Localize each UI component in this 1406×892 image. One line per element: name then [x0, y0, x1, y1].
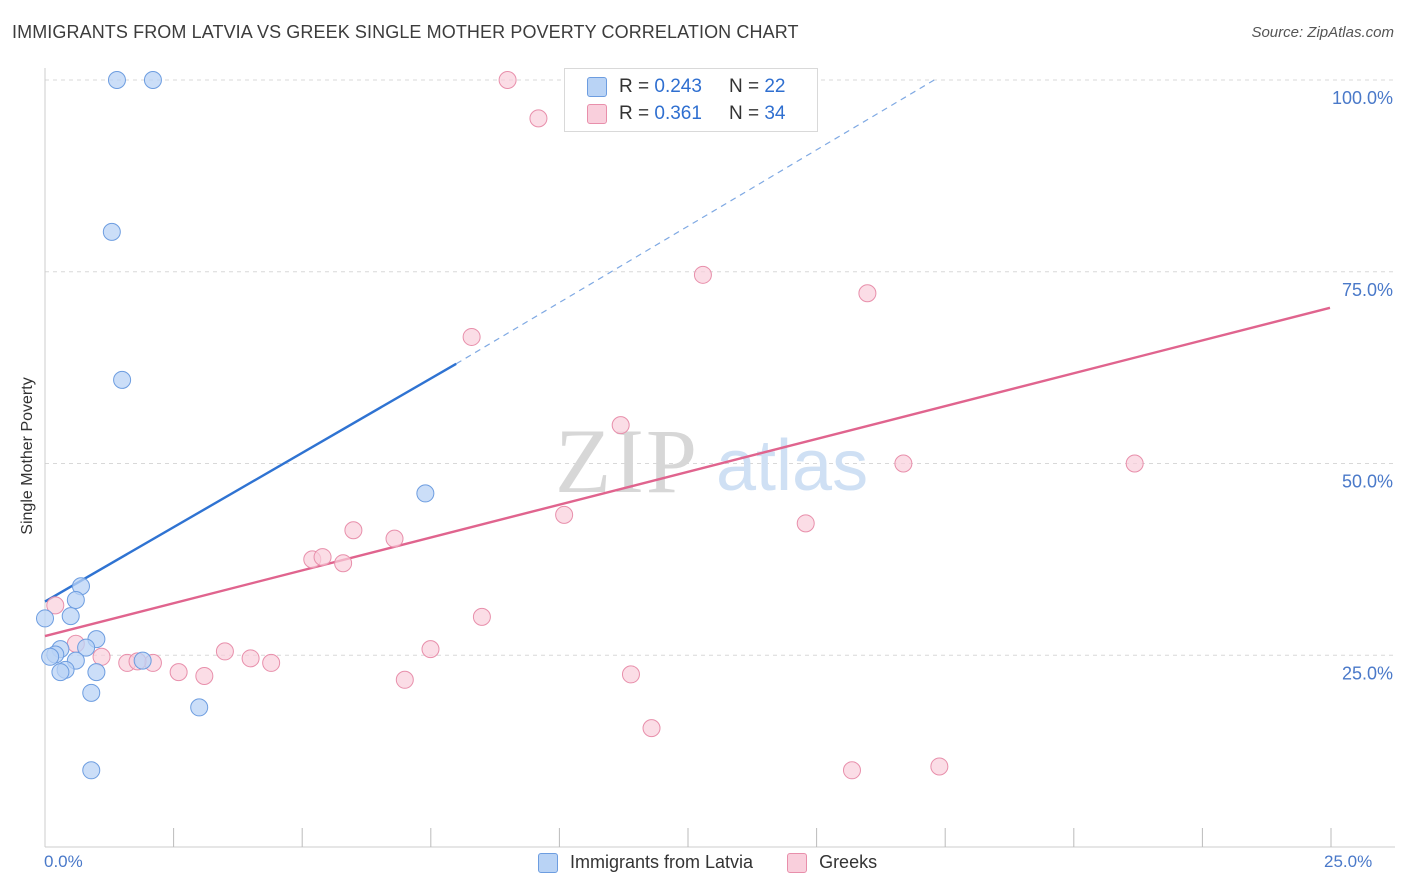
grid-lines [45, 79, 1395, 656]
series-legend-label: Greeks [819, 852, 878, 872]
x-tick-label-min: 0.0% [44, 852, 83, 871]
latvia-point [133, 651, 152, 670]
latvia-point [82, 761, 101, 780]
series-legend-latvia: Immigrants from Latvia [538, 852, 753, 873]
greeks-point [555, 505, 574, 524]
legend-swatch-pink [587, 104, 607, 124]
greeks-point [611, 416, 630, 435]
latvia-point [113, 370, 132, 389]
latvia-point [102, 222, 121, 241]
series-swatch-blue [538, 852, 558, 873]
latvia-point [107, 71, 126, 89]
latvia-point [416, 484, 435, 503]
greeks-point [472, 607, 491, 626]
legend-n-label: N = [728, 76, 760, 97]
greeks-point [462, 327, 481, 346]
latvia-point [82, 683, 101, 702]
legend-r-value: 0.243 [654, 76, 702, 97]
greeks-point [334, 554, 353, 573]
greeks-point [313, 548, 332, 567]
y-tick-label: 25.0% [1342, 663, 1393, 683]
greeks-point [498, 71, 517, 89]
greeks-point [92, 647, 111, 666]
watermark-atlas: atlas [716, 426, 868, 506]
chart-title: IMMIGRANTS FROM LATVIA VS GREEK SINGLE M… [12, 22, 799, 42]
legend-row-latvia: R = 0.243 N = 22 [587, 74, 785, 100]
latvia-trend-extension [455, 79, 935, 365]
greeks-point [930, 757, 949, 776]
legend-swatch-blue [587, 77, 607, 97]
latvia-point [190, 698, 209, 717]
greeks-point [1125, 454, 1144, 473]
series-legend-label: Immigrants from Latvia [570, 852, 754, 872]
watermark: ZIP atlas [555, 410, 868, 512]
greeks-trend-line [44, 306, 1331, 638]
latvia-point [66, 591, 85, 610]
legend-n-label: N = [728, 103, 760, 124]
axes [44, 68, 1395, 848]
y-tick-label: 50.0% [1342, 472, 1393, 492]
greeks-point [46, 596, 65, 615]
latvia-point [61, 607, 80, 626]
greeks-point [642, 719, 661, 738]
legend-r-label: R = [619, 103, 650, 124]
y-tick-labels: 25.0% 50.0% 75.0% 100.0% [1332, 88, 1393, 683]
greeks-point [169, 663, 188, 682]
greeks-point [796, 514, 815, 533]
greeks-point [241, 649, 260, 668]
source-credit: Source: ZipAtlas.com [1251, 24, 1394, 41]
y-axis-label: Single Mother Poverty [19, 377, 36, 535]
latvia-point [143, 71, 162, 89]
y-tick-label: 100.0% [1332, 88, 1393, 108]
series-swatch-pink [787, 852, 808, 873]
latvia-trend-line [44, 362, 457, 603]
x-tick-label-max: 25.0% [1324, 852, 1373, 871]
greeks-point [385, 529, 404, 548]
greeks-point [215, 642, 234, 661]
greeks-point [344, 521, 363, 540]
greeks-point [693, 265, 712, 284]
greeks-point [195, 666, 214, 685]
legend-n-value: 22 [764, 76, 786, 97]
series-legend: Immigrants from Latvia Greeks [538, 852, 911, 873]
latvia-point [51, 663, 70, 682]
legend-r-label: R = [619, 76, 650, 97]
y-tick-label: 75.0% [1342, 280, 1393, 300]
legend-r-value: 0.361 [654, 103, 702, 124]
greeks-point [621, 665, 640, 684]
greeks-point [421, 640, 440, 659]
greeks-point [262, 653, 281, 672]
greeks-point [858, 284, 877, 303]
correlation-legend: R = 0.243 N = 22 R = 0.361 N = 34 [564, 68, 818, 132]
latvia-point [87, 663, 106, 682]
data-points [36, 71, 1144, 780]
greeks-point [842, 761, 861, 780]
greeks-point [529, 109, 548, 128]
latvia-point [41, 647, 60, 666]
legend-row-greeks: R = 0.361 N = 34 [587, 101, 785, 127]
greeks-point [894, 454, 913, 473]
latvia-point [36, 609, 54, 628]
legend-n-value: 34 [764, 103, 786, 124]
latvia-point [77, 638, 96, 657]
trend-lines [44, 79, 1331, 638]
greeks-point [395, 670, 414, 689]
series-legend-greeks: Greeks [787, 852, 877, 873]
